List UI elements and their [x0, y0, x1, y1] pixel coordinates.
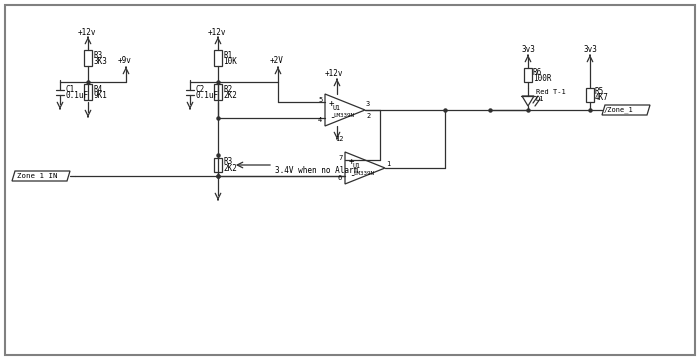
Bar [214, 50, 222, 66]
Text: +: + [349, 157, 354, 166]
Text: 4K7: 4K7 [595, 93, 609, 102]
Bar [586, 88, 594, 102]
Bar [214, 84, 222, 100]
Text: 10K: 10K [223, 57, 237, 66]
Text: -: - [349, 170, 355, 180]
Text: 3v3: 3v3 [522, 45, 536, 54]
Text: 9K1: 9K1 [93, 90, 107, 99]
Text: +12v: +12v [208, 27, 227, 36]
Text: 5: 5 [318, 97, 322, 103]
Text: 12: 12 [335, 136, 344, 142]
Text: 3.4V when no Alarm: 3.4V when no Alarm [275, 166, 358, 175]
Text: +9v: +9v [118, 55, 132, 64]
Text: 3K3: 3K3 [93, 57, 107, 66]
Text: +2V: +2V [270, 55, 284, 64]
Text: /Zone_1: /Zone_1 [604, 107, 634, 113]
Text: R1: R1 [223, 50, 232, 59]
Text: R3: R3 [93, 50, 102, 59]
Text: Zone 1 IN: Zone 1 IN [17, 173, 57, 179]
Text: 0.1uF: 0.1uF [65, 90, 88, 99]
Text: C1: C1 [65, 85, 74, 94]
Text: 3v3: 3v3 [584, 45, 598, 54]
Text: R4: R4 [93, 85, 102, 94]
Text: R6: R6 [533, 68, 542, 77]
Text: +12v: +12v [325, 68, 344, 77]
Text: 0.1uF: 0.1uF [195, 90, 218, 99]
Text: 2: 2 [366, 113, 370, 119]
Text: LM339N: LM339N [333, 112, 354, 117]
Text: 3: 3 [366, 101, 370, 107]
Text: 100R: 100R [533, 73, 552, 82]
Text: 4: 4 [318, 117, 322, 123]
Bar [84, 84, 92, 100]
Text: D1: D1 [536, 96, 545, 102]
Text: U1: U1 [353, 163, 361, 169]
Text: 2K2: 2K2 [223, 90, 237, 99]
Text: C2: C2 [195, 85, 204, 94]
Text: 7: 7 [338, 155, 342, 161]
Bar [84, 50, 92, 66]
Bar [214, 158, 222, 172]
Text: R3: R3 [223, 157, 232, 166]
Text: -: - [329, 112, 335, 122]
Text: +: + [329, 99, 335, 108]
Text: 1: 1 [386, 161, 390, 167]
Text: LM339N: LM339N [353, 171, 374, 176]
Text: Red T-1: Red T-1 [536, 89, 566, 95]
Text: U1: U1 [333, 105, 341, 111]
Text: R2: R2 [223, 85, 232, 94]
Text: 6: 6 [338, 175, 342, 181]
Bar [524, 68, 532, 82]
Text: +12v: +12v [78, 27, 97, 36]
Text: R5: R5 [595, 86, 604, 95]
Text: 2K2: 2K2 [223, 163, 237, 172]
